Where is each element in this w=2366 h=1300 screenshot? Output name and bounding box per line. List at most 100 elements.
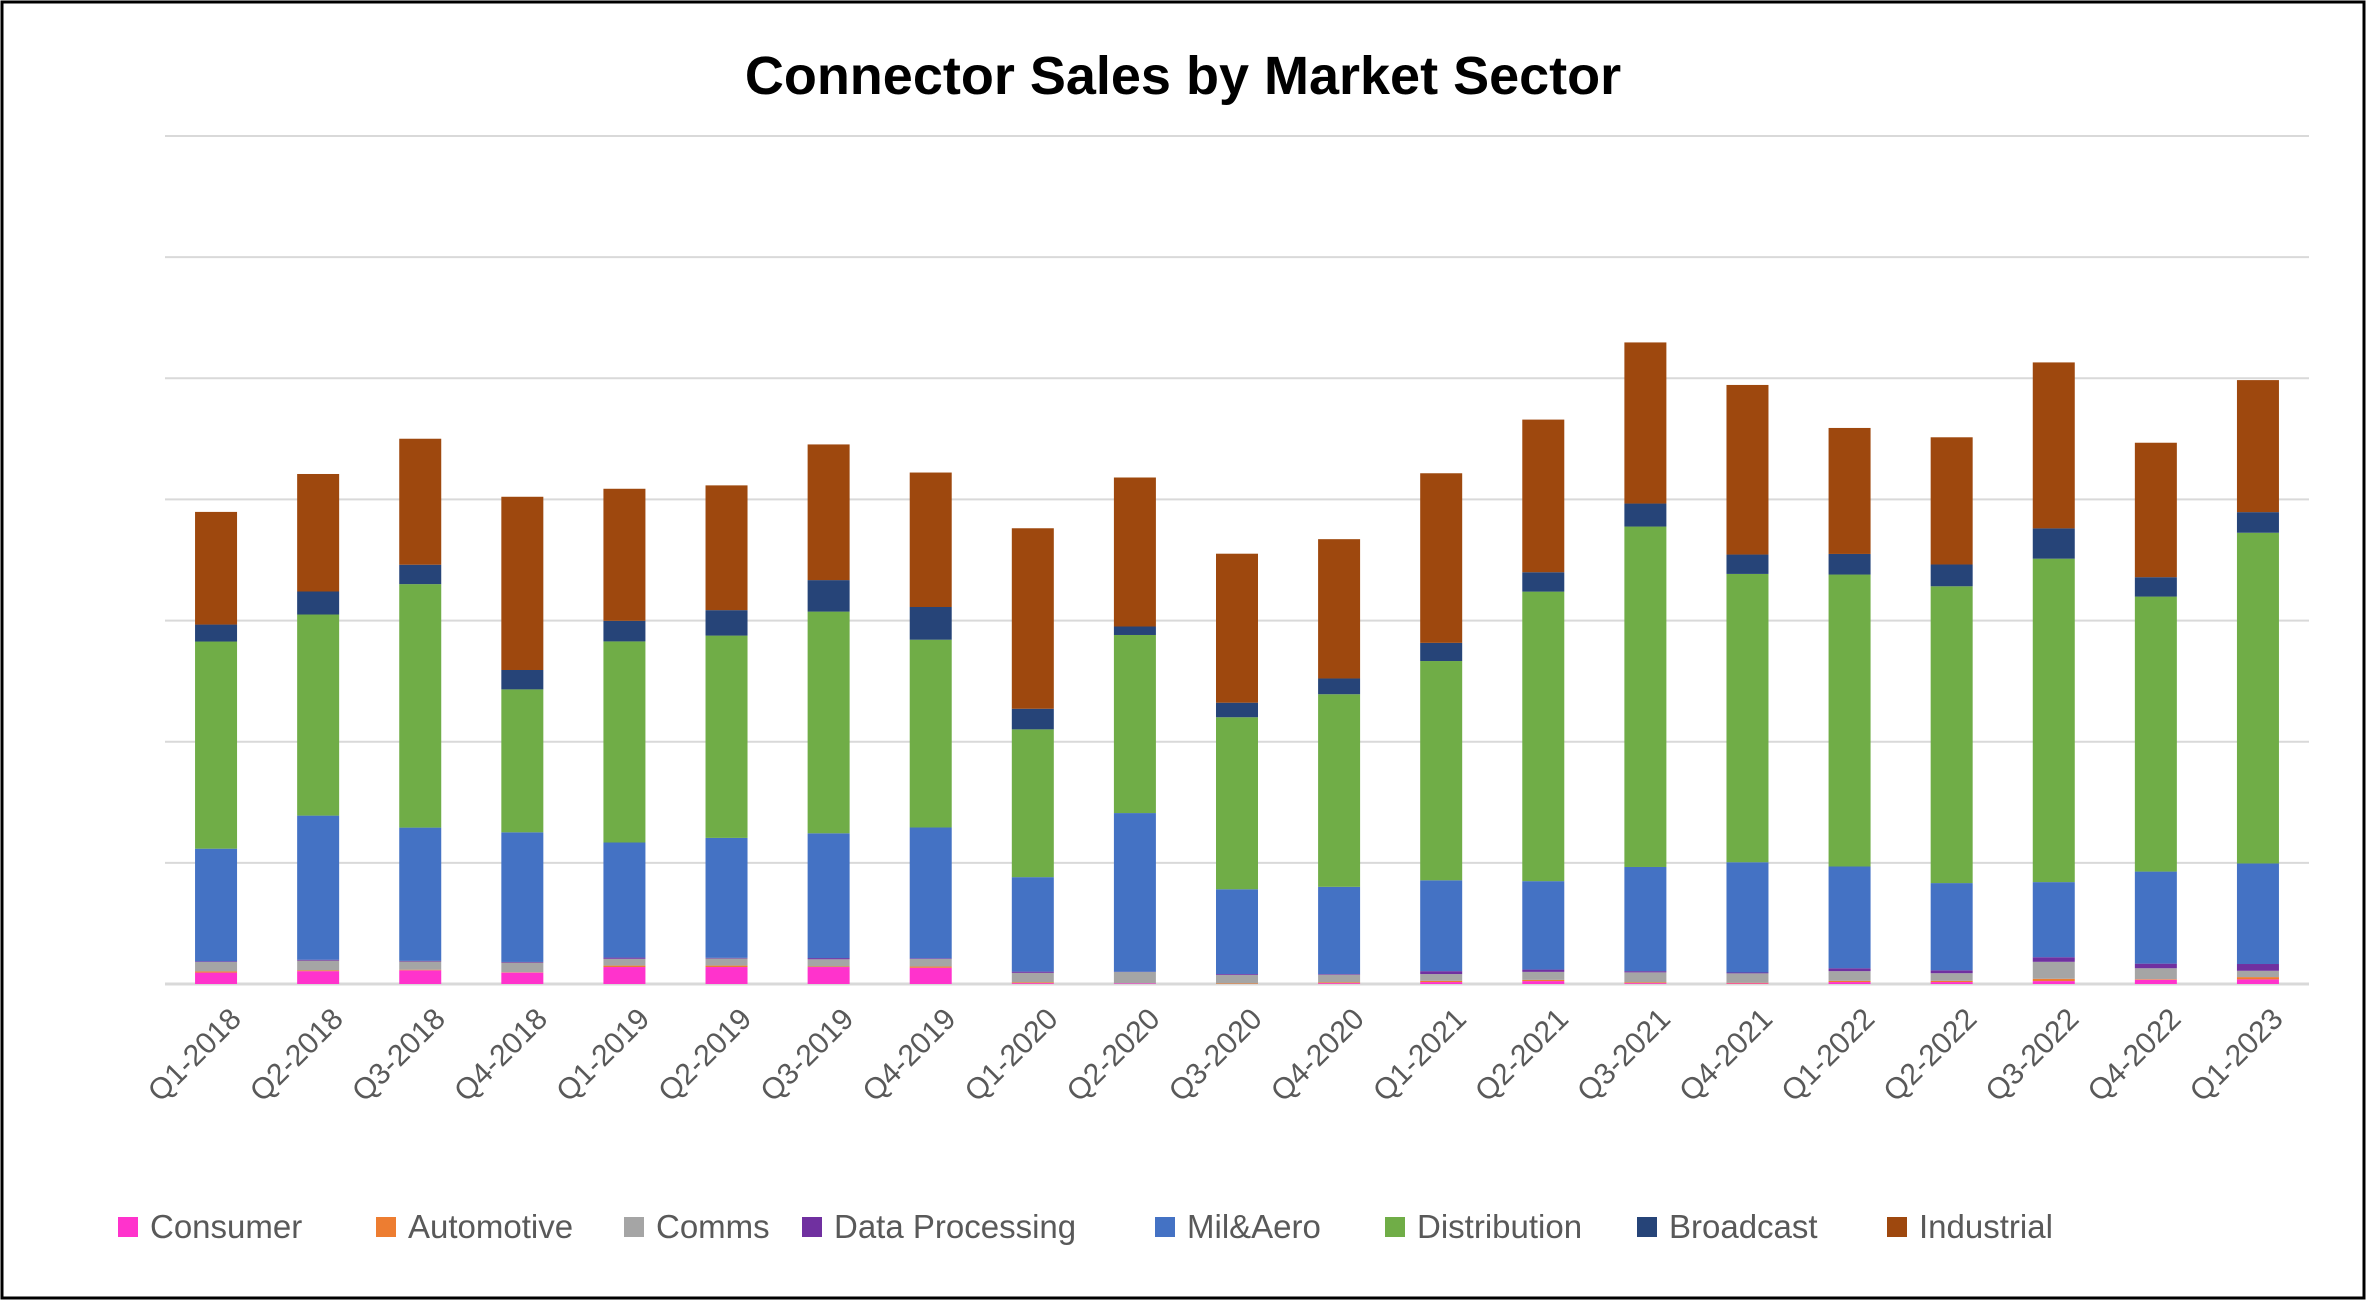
bar-mil-aero-q4-2018 bbox=[501, 832, 544, 962]
bar-industrial-q4-2019 bbox=[909, 472, 952, 608]
bar-stack bbox=[1624, 342, 1667, 984]
legend-label: Mil&Aero bbox=[1187, 1208, 1321, 1245]
bar-distribution-q4-2021 bbox=[1726, 573, 1769, 863]
bar-data-processing-q3-2021 bbox=[1624, 971, 1667, 973]
bar-stack bbox=[1930, 437, 1973, 984]
legend: Consumer Automotive Comms Data Processing Mi… bbox=[118, 1208, 2053, 1245]
bar-consumer-q3-2019 bbox=[807, 967, 850, 984]
bar-consumer-q3-2021 bbox=[1624, 983, 1667, 984]
bar-stack bbox=[705, 485, 748, 984]
bar-industrial-q4-2020 bbox=[1318, 539, 1361, 679]
bar-automotive-q3-2022 bbox=[2032, 978, 2075, 982]
bar-distribution-q3-2018 bbox=[399, 584, 442, 828]
bar-consumer-q2-2022 bbox=[1930, 982, 1973, 984]
legend-item: Distribution bbox=[1385, 1208, 1582, 1245]
bar-broadcast-q1-2018 bbox=[195, 624, 238, 642]
bar-mil-aero-q1-2019 bbox=[603, 842, 646, 958]
bar-consumer-q1-2022 bbox=[1828, 982, 1871, 984]
bar-automotive-q3-2018 bbox=[399, 969, 442, 971]
bar-mil-aero-q3-2019 bbox=[807, 833, 850, 959]
bar-distribution-q1-2019 bbox=[603, 641, 646, 843]
bar-data-processing-q4-2022 bbox=[2134, 963, 2177, 969]
bar-consumer-q4-2022 bbox=[2134, 979, 2177, 984]
bar-data-processing-q1-2018 bbox=[195, 961, 238, 962]
bar-consumer-q3-2018 bbox=[399, 970, 442, 984]
bar-industrial-q2-2021 bbox=[1522, 419, 1565, 573]
bar-consumer-q4-2018 bbox=[501, 972, 544, 984]
bar-stack bbox=[1011, 528, 1054, 984]
bar-distribution-q4-2022 bbox=[2134, 596, 2177, 872]
bar-mil-aero-q2-2021 bbox=[1522, 881, 1565, 970]
bar-broadcast-q2-2020 bbox=[1113, 626, 1156, 635]
bar-mil-aero-q4-2020 bbox=[1318, 886, 1361, 975]
bar-mil-aero-q3-2021 bbox=[1624, 866, 1667, 972]
legend-label: Consumer bbox=[150, 1208, 302, 1245]
bar-distribution-q2-2020 bbox=[1113, 634, 1156, 814]
bar-distribution-q1-2020 bbox=[1011, 729, 1054, 878]
bar-comms-q1-2020 bbox=[1011, 972, 1054, 983]
legend-item: Comms bbox=[624, 1208, 770, 1245]
bar-automotive-q4-2021 bbox=[1726, 982, 1769, 984]
bar-consumer-q3-2022 bbox=[2032, 981, 2075, 984]
bar-stack bbox=[1420, 473, 1463, 984]
legend-swatch bbox=[1887, 1217, 1907, 1237]
bar-comms-q3-2019 bbox=[807, 959, 850, 967]
bar-comms-q2-2021 bbox=[1522, 971, 1565, 980]
bar-automotive-q2-2022 bbox=[1930, 980, 1973, 983]
bar-consumer-q1-2020 bbox=[1011, 983, 1054, 984]
bar-data-processing-q1-2020 bbox=[1011, 971, 1054, 973]
bar-data-processing-q2-2019 bbox=[705, 957, 748, 959]
bar-mil-aero-q1-2020 bbox=[1011, 877, 1054, 972]
bar-data-processing-q4-2021 bbox=[1726, 972, 1769, 974]
bar-automotive-q4-2022 bbox=[2134, 979, 2177, 980]
bar-automotive-q1-2020 bbox=[1011, 982, 1054, 984]
bar-broadcast-q2-2021 bbox=[1522, 572, 1565, 592]
bar-broadcast-q4-2018 bbox=[501, 669, 544, 690]
bar-data-processing-q4-2020 bbox=[1318, 974, 1361, 975]
bar-industrial-q3-2019 bbox=[807, 444, 850, 581]
bar-industrial-q2-2022 bbox=[1930, 437, 1973, 565]
bar-stack bbox=[1216, 553, 1258, 984]
bar-mil-aero-q4-2022 bbox=[2134, 871, 2177, 964]
bar-stack bbox=[1113, 477, 1156, 984]
bar-automotive-q3-2020 bbox=[1216, 983, 1258, 984]
bar-mil-aero-q3-2022 bbox=[2032, 882, 2075, 958]
bar-distribution-q1-2023 bbox=[2236, 532, 2279, 864]
bar-consumer-q2-2018 bbox=[297, 971, 340, 984]
bar-data-processing-q2-2018 bbox=[297, 959, 340, 961]
bar-distribution-q4-2020 bbox=[1318, 694, 1361, 887]
bar-automotive-q4-2019 bbox=[909, 966, 952, 968]
bar-industrial-q1-2019 bbox=[603, 488, 646, 621]
bar-data-processing-q4-2018 bbox=[501, 961, 544, 963]
bar-stack bbox=[195, 511, 238, 984]
bar-industrial-q4-2021 bbox=[1726, 384, 1769, 555]
bar-distribution-q3-2019 bbox=[807, 611, 850, 834]
bar-stack bbox=[1828, 427, 1871, 984]
bar-comms-q4-2018 bbox=[501, 962, 544, 973]
bar-mil-aero-q2-2019 bbox=[705, 837, 748, 958]
bar-comms-q4-2022 bbox=[2134, 968, 2177, 980]
bar-industrial-q2-2019 bbox=[705, 485, 748, 611]
bar-industrial-q3-2020 bbox=[1216, 553, 1258, 703]
bar-data-processing-q2-2021 bbox=[1522, 969, 1565, 972]
bar-distribution-q2-2021 bbox=[1522, 591, 1565, 882]
bar-automotive-q1-2019 bbox=[603, 965, 646, 968]
bar-broadcast-q4-2020 bbox=[1318, 678, 1361, 695]
legend-label: Automotive bbox=[408, 1208, 573, 1245]
bar-data-processing-q2-2022 bbox=[1930, 970, 1973, 974]
legend-item: Consumer bbox=[118, 1208, 302, 1245]
bar-data-processing-q3-2020 bbox=[1216, 974, 1258, 975]
bar-industrial-q3-2021 bbox=[1624, 342, 1667, 504]
bar-stack bbox=[297, 473, 340, 984]
bar-broadcast-q2-2018 bbox=[297, 591, 340, 615]
bar-stack bbox=[2032, 362, 2075, 984]
bars bbox=[195, 342, 2279, 984]
legend-item: Mil&Aero bbox=[1155, 1208, 1321, 1245]
legend-item: Data Processing bbox=[802, 1208, 1076, 1245]
bar-stack bbox=[909, 472, 952, 984]
bar-automotive-q2-2018 bbox=[297, 970, 340, 972]
bar-broadcast-q1-2021 bbox=[1420, 642, 1463, 662]
bar-automotive-q3-2019 bbox=[807, 966, 850, 968]
bar-distribution-q1-2021 bbox=[1420, 661, 1463, 881]
bar-consumer-q2-2020 bbox=[1113, 983, 1156, 984]
